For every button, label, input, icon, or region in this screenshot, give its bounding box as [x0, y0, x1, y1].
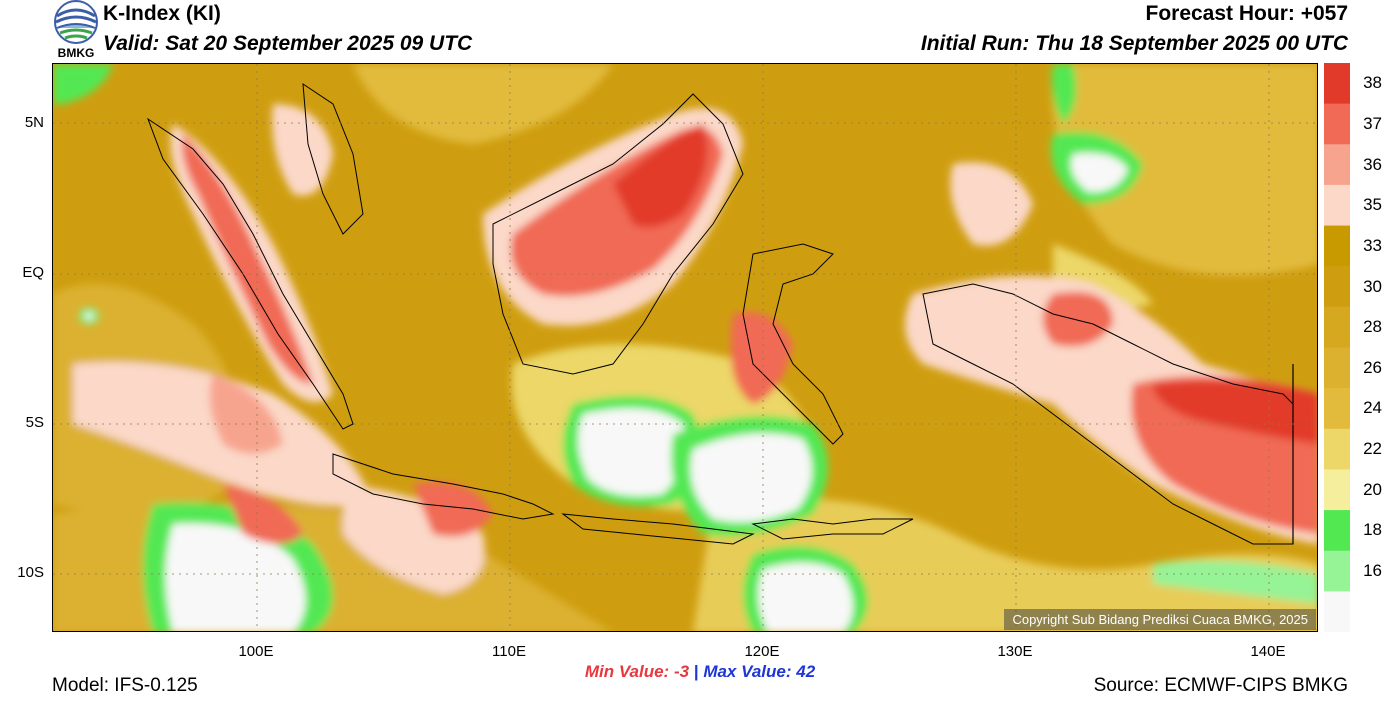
colorbar-tick-label: 35 — [1363, 195, 1382, 215]
forecast-hour: Forecast Hour: +057 — [1145, 2, 1349, 25]
colorbar-tick-label: 22 — [1363, 439, 1382, 459]
k-index-map — [52, 63, 1318, 632]
max-value-label: Max Value: — [703, 662, 792, 681]
source-label: Source: ECMWF-CIPS BMKG — [1093, 675, 1348, 696]
min-value: -3 — [673, 662, 690, 681]
lon-label-120e: 120E — [744, 643, 780, 660]
map-canvas — [53, 64, 1317, 631]
colorbar-swatch — [1324, 266, 1350, 308]
colorbar-tick-label: 38 — [1363, 73, 1382, 93]
lon-label-130e: 130E — [997, 643, 1033, 660]
initial-run: Initial Run: Thu 18 September 2025 00 UT… — [920, 32, 1348, 55]
chart-title: K-Index (KI) — [103, 2, 221, 25]
lat-label-5n: 5N — [24, 114, 44, 131]
colorbar-swatch — [1324, 510, 1350, 552]
colorbar-tick-label: 26 — [1363, 357, 1382, 377]
colorbar-swatch — [1324, 550, 1350, 592]
lon-label-140e: 140E — [1250, 643, 1286, 660]
bmkg-logo-icon — [54, 0, 98, 44]
lat-label-10s: 10S — [17, 564, 44, 581]
colorbar-tick-label: 30 — [1363, 276, 1382, 296]
copyright-notice: Copyright Sub Bidang Prediksi Cuaca BMKG… — [1004, 609, 1316, 630]
colorbar-swatch — [1324, 428, 1350, 470]
colorbar-tick-label: 18 — [1363, 520, 1382, 540]
lon-label-110e: 110E — [492, 643, 526, 660]
min-max-separator: | — [693, 662, 699, 681]
colorbar-tick-label: 36 — [1363, 154, 1382, 174]
colorbar-tick-label: 24 — [1363, 398, 1382, 418]
colorbar-swatch — [1324, 347, 1350, 389]
colorbar-tick-label: 33 — [1363, 235, 1382, 255]
model-label: Model: IFS-0.125 — [52, 675, 198, 696]
colorbar-swatch — [1324, 591, 1350, 632]
colorbar-swatch — [1324, 144, 1350, 186]
colorbar-swatch — [1324, 306, 1350, 348]
logo-text: BMKG — [57, 46, 95, 60]
colorbar-swatch — [1324, 63, 1350, 105]
grid-lines — [53, 64, 1317, 631]
lat-label-5s: 5S — [25, 414, 44, 431]
lon-label-100e: 100E — [238, 643, 274, 660]
colorbar-swatch — [1324, 469, 1350, 511]
lat-label-eq: EQ — [22, 264, 44, 281]
min-max-values: Min Value: -3 | Max Value: 42 — [0, 662, 1400, 682]
colorbar-tick-label: 16 — [1363, 561, 1382, 581]
colorbar-swatch — [1324, 184, 1350, 227]
colorbar-tick-label: 20 — [1363, 479, 1382, 499]
colorbar — [1324, 63, 1350, 632]
colorbar-swatch — [1324, 225, 1350, 267]
valid-time: Valid: Sat 20 September 2025 09 UTC — [103, 32, 473, 55]
colorbar-tick-label: 28 — [1363, 317, 1382, 337]
colorbar-swatch — [1324, 103, 1350, 145]
colorbar-swatch — [1324, 388, 1350, 430]
min-value-label: Min Value: — [584, 662, 670, 681]
colorbar-tick-label: 37 — [1363, 113, 1382, 133]
max-value: 42 — [796, 662, 816, 681]
